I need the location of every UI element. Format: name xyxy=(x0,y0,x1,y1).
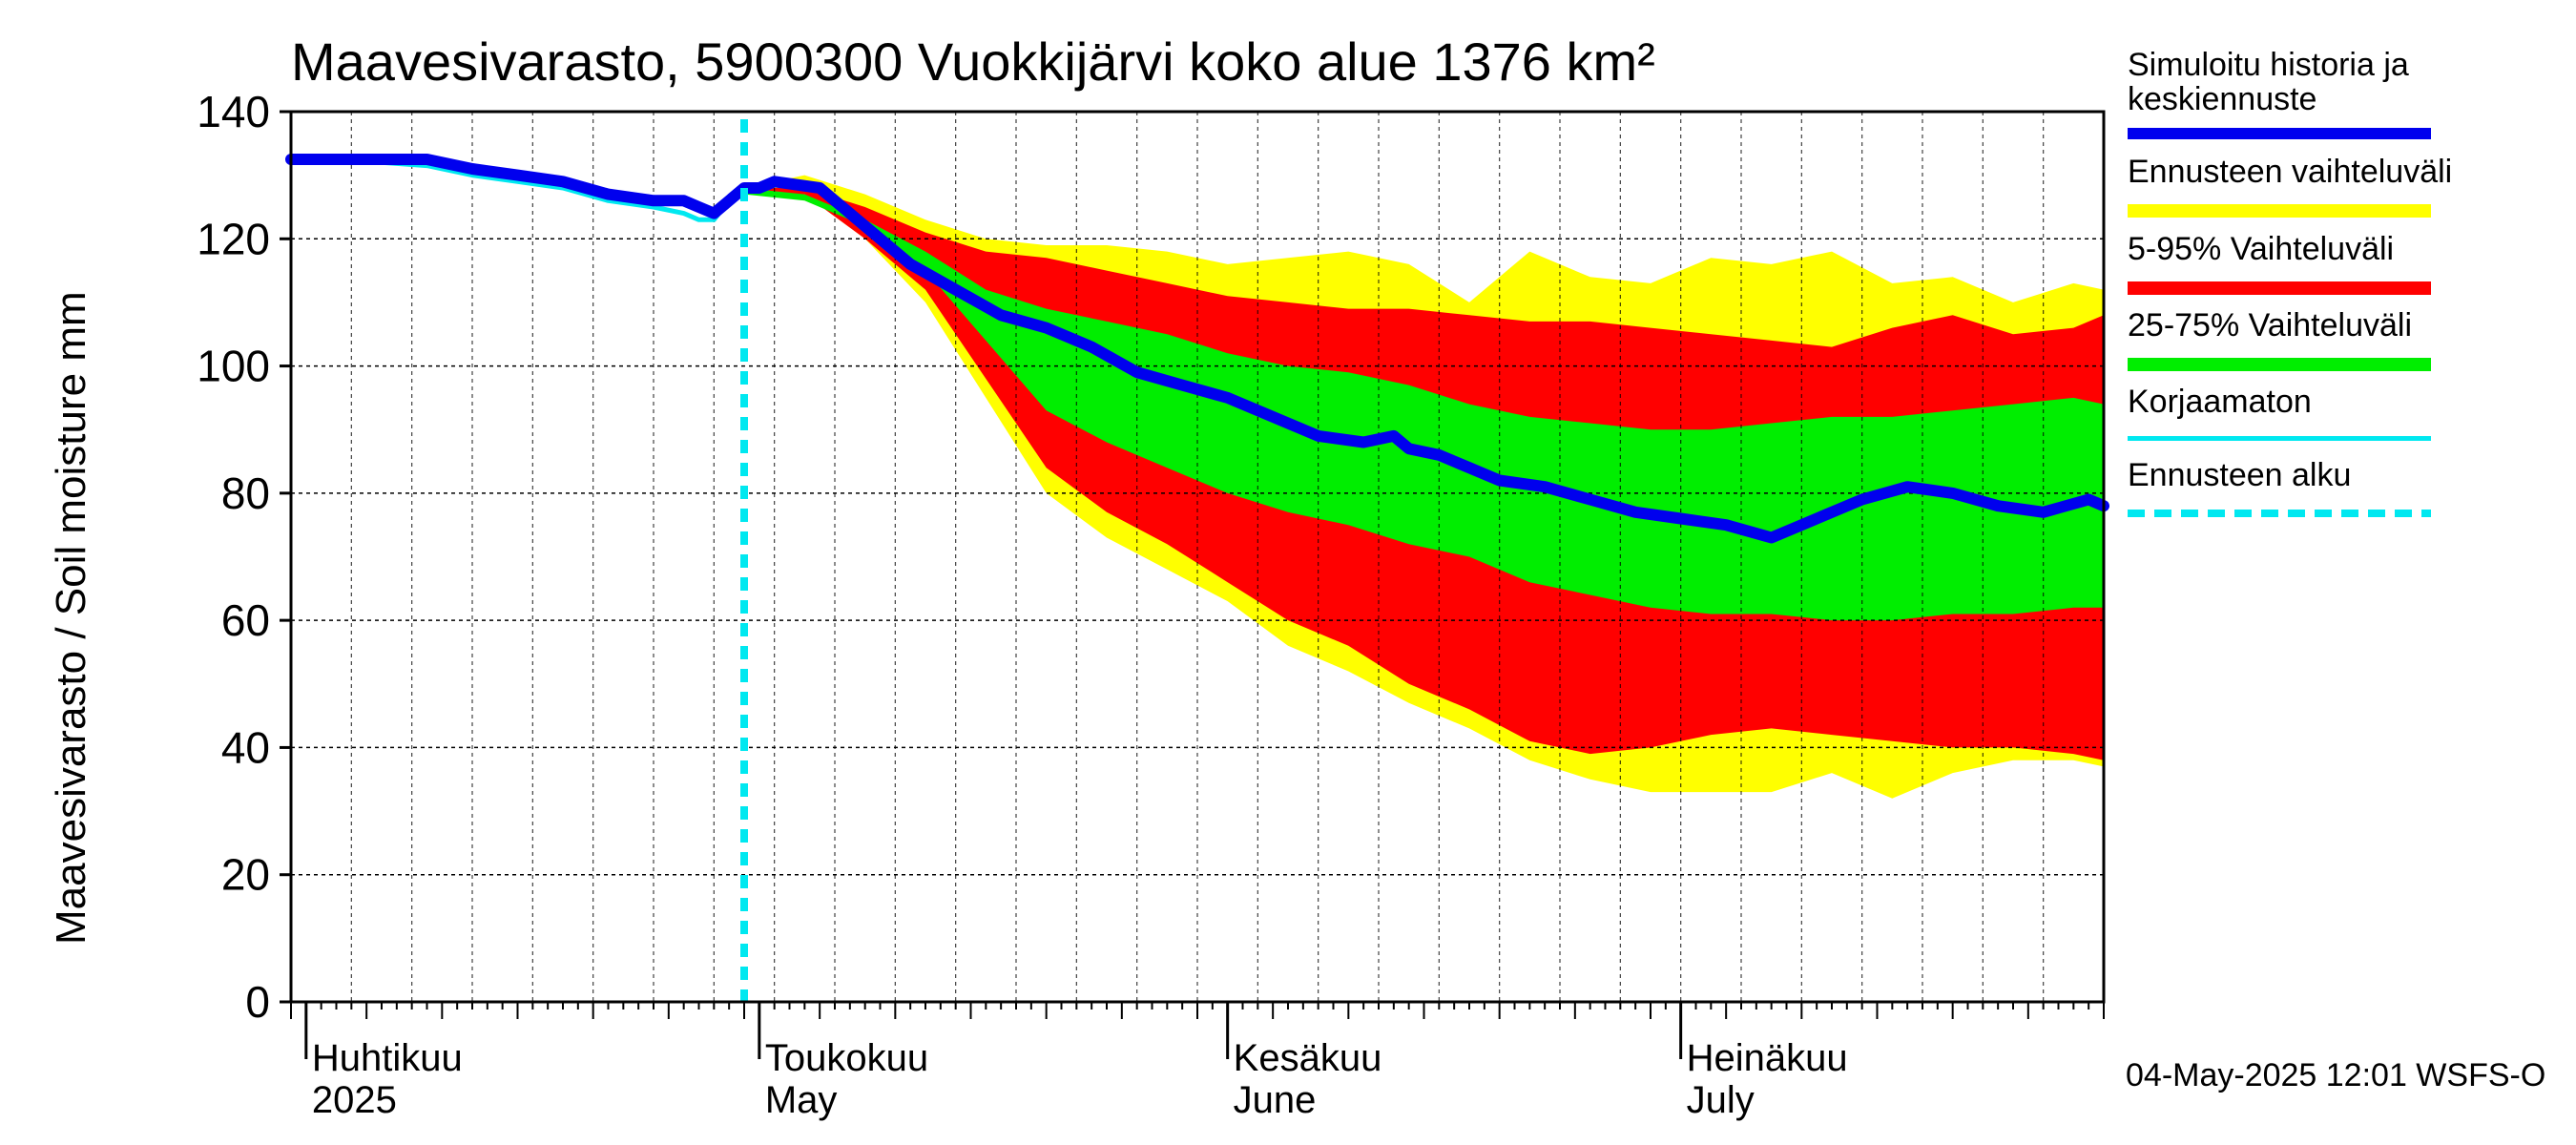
legend-label-range-full: Ennusteen vaihteluväli xyxy=(2128,154,2453,190)
legend-label-uncorrected: Korjaamaton xyxy=(2128,384,2312,420)
legend-item-history: Simuloitu historia ja keskiennuste xyxy=(2128,47,2433,139)
grid-lines xyxy=(291,112,2104,1002)
legend-item-forecast-start: Ennusteen alku xyxy=(2128,457,2433,517)
y-tick-label: 20 xyxy=(221,850,270,900)
series-history-median xyxy=(285,154,2109,544)
x-month-label: Kesäkuu xyxy=(1234,1037,1382,1079)
y-tick-label: 80 xyxy=(221,468,270,518)
legend-swatch-range-25-75 xyxy=(2128,358,2431,371)
series-lines xyxy=(285,119,2109,1002)
plot-frame xyxy=(289,110,2106,1004)
y-tick-label: 60 xyxy=(221,595,270,645)
legend-swatch-range-full xyxy=(2128,204,2431,218)
y-tick-label: 0 xyxy=(245,977,270,1027)
legend-swatch-history xyxy=(2128,128,2431,139)
legend-item-uncorrected: Korjaamaton xyxy=(2128,384,2433,441)
legend-swatch-uncorrected xyxy=(2128,436,2431,441)
legend-label-range-25-75: 25-75% Vaihteluväli xyxy=(2128,307,2412,344)
x-month-sublabel: 2025 xyxy=(312,1079,397,1121)
y-axis-ticks: 0 20 40 60 80 100 120 140 xyxy=(197,87,291,1027)
band-25-75 xyxy=(744,188,2104,621)
legend-item-range-25-75: 25-75% Vaihteluväli xyxy=(2128,307,2433,371)
x-month-label: Heinäkuu xyxy=(1687,1037,1848,1079)
legend-swatch-range-5-95 xyxy=(2128,281,2431,295)
legend-label-forecast-start: Ennusteen alku xyxy=(2128,457,2352,493)
legend-item-range-5-95: 5-95% Vaihteluväli xyxy=(2128,231,2433,295)
y-axis-label: Maavesivarasto / Soil moisture mm xyxy=(48,291,94,945)
chart-title: Maavesivarasto, 5900300 Vuokkijärvi koko… xyxy=(291,31,1655,92)
x-month-sublabel: May xyxy=(765,1079,838,1121)
y-tick-label: 140 xyxy=(197,87,270,136)
x-month-label: Huhtikuu xyxy=(312,1037,463,1079)
x-month-sublabel: June xyxy=(1234,1079,1317,1121)
range-bands xyxy=(744,175,2104,799)
legend-label-range-5-95: 5-95% Vaihteluväli xyxy=(2128,231,2395,267)
legend-swatch-forecast-start xyxy=(2128,510,2431,517)
y-tick-label: 40 xyxy=(221,722,270,772)
legend-item-range-full: Ennusteen vaihteluväli xyxy=(2128,154,2453,218)
x-month-sublabel: July xyxy=(1687,1079,1755,1121)
timestamp-footer: 04-May-2025 12:01 WSFS-O xyxy=(2126,1057,2546,1093)
x-month-label: Toukokuu xyxy=(765,1037,928,1079)
y-tick-label: 100 xyxy=(197,342,270,391)
legend-label-history: Simuloitu historia ja keskiennuste xyxy=(2128,47,2409,117)
y-tick-label: 120 xyxy=(197,214,270,263)
